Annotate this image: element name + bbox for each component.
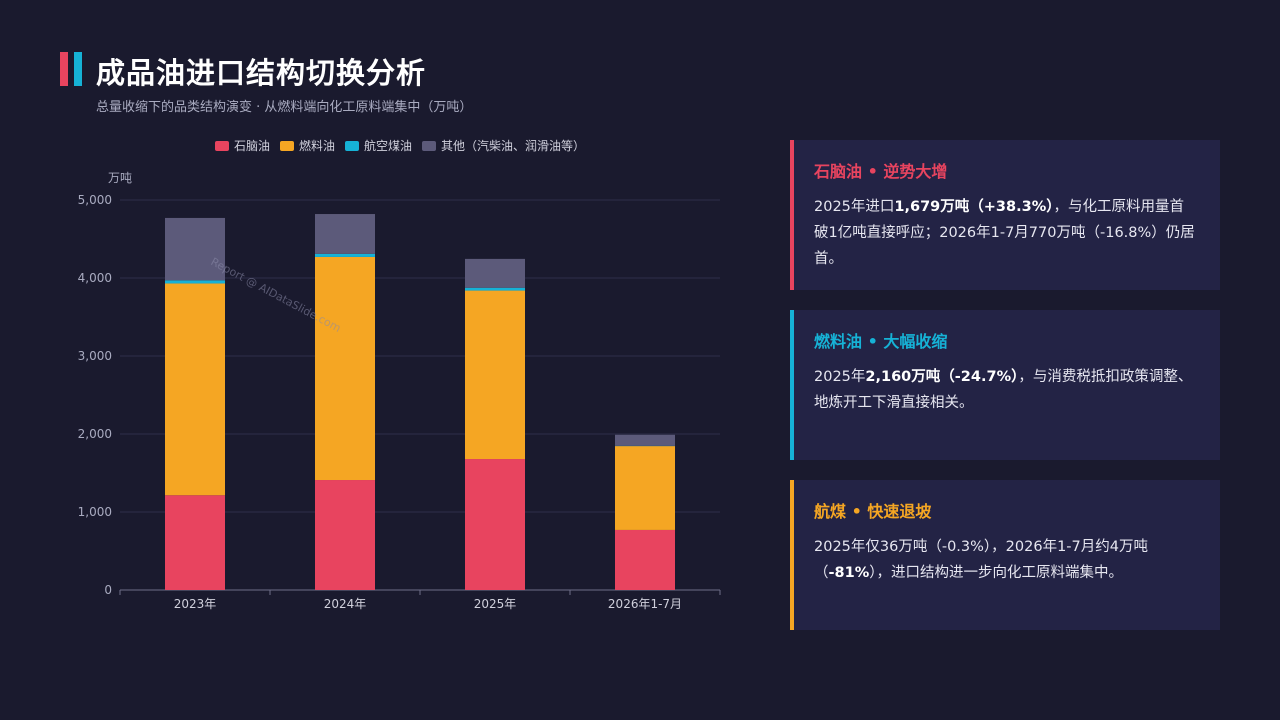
bar-segment: [165, 495, 225, 590]
x-tick-label: 2023年: [174, 597, 217, 611]
legend-label: 其他（汽柴油、润滑油等）: [441, 138, 585, 153]
bar-segment: [165, 283, 225, 496]
x-tick-label: 2025年: [474, 597, 517, 611]
title-bar-cyan: [74, 52, 82, 86]
card-text-highlight: 2,160万吨（-24.7%）: [865, 369, 1019, 385]
bar-segment: [615, 434, 675, 446]
card-text-segment: 2025年进口: [814, 199, 895, 215]
card-text-segment: ，与化工原料用量首破1亿吨直接呼应；2026年1-7月770万吨（-16.8%）…: [814, 199, 1195, 267]
page-subtitle: 总量收缩下的品类结构演变 · 从燃料端向化工原料端集中（万吨）: [96, 100, 473, 115]
card-text-segment: 2025年仅36万吨（-0.3%），2026年1-7月约4万吨（: [814, 539, 1148, 581]
card-text: 2025年2,160万吨（-24.7%），与消费税抵扣政策调整、地炼开工下滑直接…: [814, 364, 1198, 416]
y-tick-label: 1,000: [78, 505, 112, 519]
bar-segment: [615, 529, 675, 590]
card-title: 航煤 • 快速退坡: [814, 502, 932, 521]
card-text: 2025年仅36万吨（-0.3%），2026年1-7月约4万吨（-81%），进口…: [814, 534, 1198, 586]
legend-swatch: [422, 141, 436, 151]
x-tick-label: 2024年: [324, 597, 367, 611]
card-text-highlight: -81%: [828, 565, 870, 581]
card-naphtha: 石脑油 • 逆势大增 2025年进口1,679万吨（+38.3%），与化工原料用…: [790, 140, 1220, 290]
card-fuel-oil: 燃料油 • 大幅收缩 2025年2,160万吨（-24.7%），与消费税抵扣政策…: [790, 310, 1220, 460]
bar-segment: [315, 480, 375, 590]
stacked-bar-chart: 石脑油 燃料油 航空煤油 其他（汽柴油、润滑油等） 万吨 0 1,000 2,000 3,000…: [60, 130, 740, 630]
legend-swatch: [215, 141, 229, 151]
card-text-segment: ），进口结构进一步向化工原料端集中。: [869, 565, 1123, 581]
bar-segment: [615, 446, 675, 530]
card-title: 燃料油 • 大幅收缩: [814, 332, 948, 351]
x-tick-label: 2026年1-7月: [608, 597, 682, 611]
legend-label: 石脑油: [234, 139, 270, 153]
card-jet-fuel: 航煤 • 快速退坡 2025年仅36万吨（-0.3%），2026年1-7月约4万…: [790, 480, 1220, 630]
y-axis-unit-label: 万吨: [108, 171, 132, 185]
y-tick-label: 0: [104, 583, 112, 597]
bar-segment: [315, 214, 375, 254]
bar-segment: [465, 459, 525, 590]
card-accent-bar: [790, 310, 794, 460]
card-text-segment: ，与消费税抵扣政策调整、地炼开工下滑直接相关。: [814, 369, 1193, 411]
card-title: 石脑油 • 逆势大增: [814, 162, 948, 181]
bar-segment: [315, 253, 375, 257]
legend-label: 航空煤油: [364, 138, 412, 153]
card-text: 2025年进口1,679万吨（+38.3%），与化工原料用量首破1亿吨直接呼应；…: [814, 194, 1198, 272]
y-tick-label: 3,000: [78, 349, 112, 363]
bar-segment: [465, 287, 525, 291]
page-title: 成品油进口结构切换分析: [96, 56, 427, 90]
title-accent-bars: [60, 52, 84, 86]
card-text-highlight: 1,679万吨（+38.3%）: [894, 199, 1054, 215]
card-text-segment: 2025年: [814, 369, 866, 385]
title-bar-red: [60, 52, 68, 86]
bar-segment: [315, 256, 375, 481]
card-accent-bar: [790, 140, 794, 290]
y-tick-label: 2,000: [78, 427, 112, 441]
bar-segment: [465, 290, 525, 460]
bar-segment: [165, 217, 225, 281]
legend-swatch: [345, 141, 359, 151]
chart-svg: 石脑油 燃料油 航空煤油 其他（汽柴油、润滑油等） 万吨 0 1,000 2,000 3,000…: [78, 138, 721, 611]
legend-label: 燃料油: [299, 138, 335, 153]
legend-swatch: [280, 141, 294, 151]
y-tick-label: 4,000: [78, 271, 112, 285]
bar-segment: [165, 280, 225, 284]
bar-segment: [465, 258, 525, 288]
card-accent-bar: [790, 480, 794, 630]
y-tick-label: 5,000: [78, 193, 112, 207]
